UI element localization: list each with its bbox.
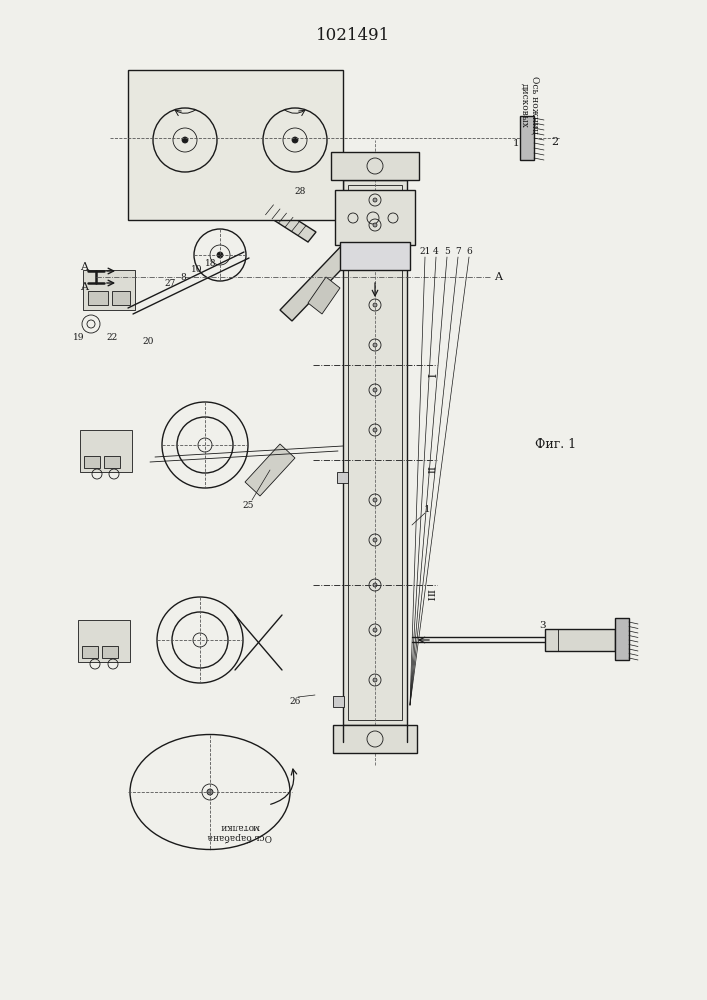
Bar — [331, 152, 419, 180]
Bar — [128, 70, 343, 220]
Circle shape — [373, 678, 377, 682]
Text: 7: 7 — [455, 247, 461, 256]
Bar — [337, 472, 348, 483]
Circle shape — [207, 789, 213, 795]
Text: 25: 25 — [243, 502, 254, 510]
Bar — [82, 646, 98, 658]
Text: 18: 18 — [205, 258, 217, 267]
Text: III: III — [424, 589, 433, 601]
Text: 4: 4 — [433, 247, 439, 256]
Text: 10: 10 — [192, 265, 203, 274]
Circle shape — [182, 137, 188, 143]
Bar — [333, 696, 344, 707]
Circle shape — [373, 583, 377, 587]
Polygon shape — [258, 200, 316, 242]
Text: Фиг. 1: Фиг. 1 — [535, 438, 576, 452]
Bar — [88, 291, 108, 305]
Bar — [343, 180, 407, 725]
Text: 26: 26 — [289, 698, 300, 706]
Text: 19: 19 — [74, 332, 85, 342]
Bar — [84, 456, 100, 468]
Text: 27: 27 — [164, 278, 175, 288]
Bar — [520, 116, 534, 160]
Bar — [545, 629, 615, 651]
Text: 8: 8 — [180, 272, 186, 282]
Bar — [78, 620, 130, 662]
Bar — [112, 291, 130, 305]
Text: 6: 6 — [466, 247, 472, 256]
Circle shape — [292, 137, 298, 143]
Circle shape — [217, 252, 223, 258]
Polygon shape — [245, 444, 295, 496]
Text: A: A — [80, 262, 88, 272]
Text: Ось барабана
моталки: Ось барабана моталки — [208, 822, 272, 842]
Circle shape — [373, 223, 377, 227]
Text: A: A — [80, 282, 88, 292]
Text: 20: 20 — [142, 338, 153, 347]
Text: Ось ножниц
дисковых: Ось ножниц дисковых — [520, 76, 539, 134]
Text: 1: 1 — [513, 139, 520, 148]
Circle shape — [373, 498, 377, 502]
Text: 5: 5 — [444, 247, 450, 256]
Text: A: A — [494, 272, 502, 282]
Polygon shape — [308, 277, 340, 314]
Text: 21: 21 — [419, 247, 431, 256]
Bar — [104, 456, 120, 468]
Text: 1: 1 — [423, 506, 431, 514]
Circle shape — [373, 628, 377, 632]
Text: 2: 2 — [551, 137, 559, 147]
Bar — [80, 430, 132, 472]
Text: I: I — [424, 373, 434, 377]
Bar — [615, 618, 629, 660]
Circle shape — [373, 303, 377, 307]
Bar — [83, 270, 135, 310]
Bar — [335, 190, 415, 245]
Text: 22: 22 — [106, 332, 117, 342]
Bar — [348, 185, 402, 720]
Circle shape — [373, 343, 377, 347]
Text: 28: 28 — [294, 188, 305, 196]
Circle shape — [373, 538, 377, 542]
Circle shape — [373, 388, 377, 392]
Text: II: II — [424, 466, 433, 474]
Circle shape — [373, 428, 377, 432]
Text: 1021491: 1021491 — [316, 26, 390, 43]
Text: 3: 3 — [539, 620, 547, 630]
Bar — [333, 725, 417, 753]
Polygon shape — [280, 241, 358, 321]
Bar — [102, 646, 118, 658]
Circle shape — [373, 198, 377, 202]
Bar — [340, 242, 410, 270]
